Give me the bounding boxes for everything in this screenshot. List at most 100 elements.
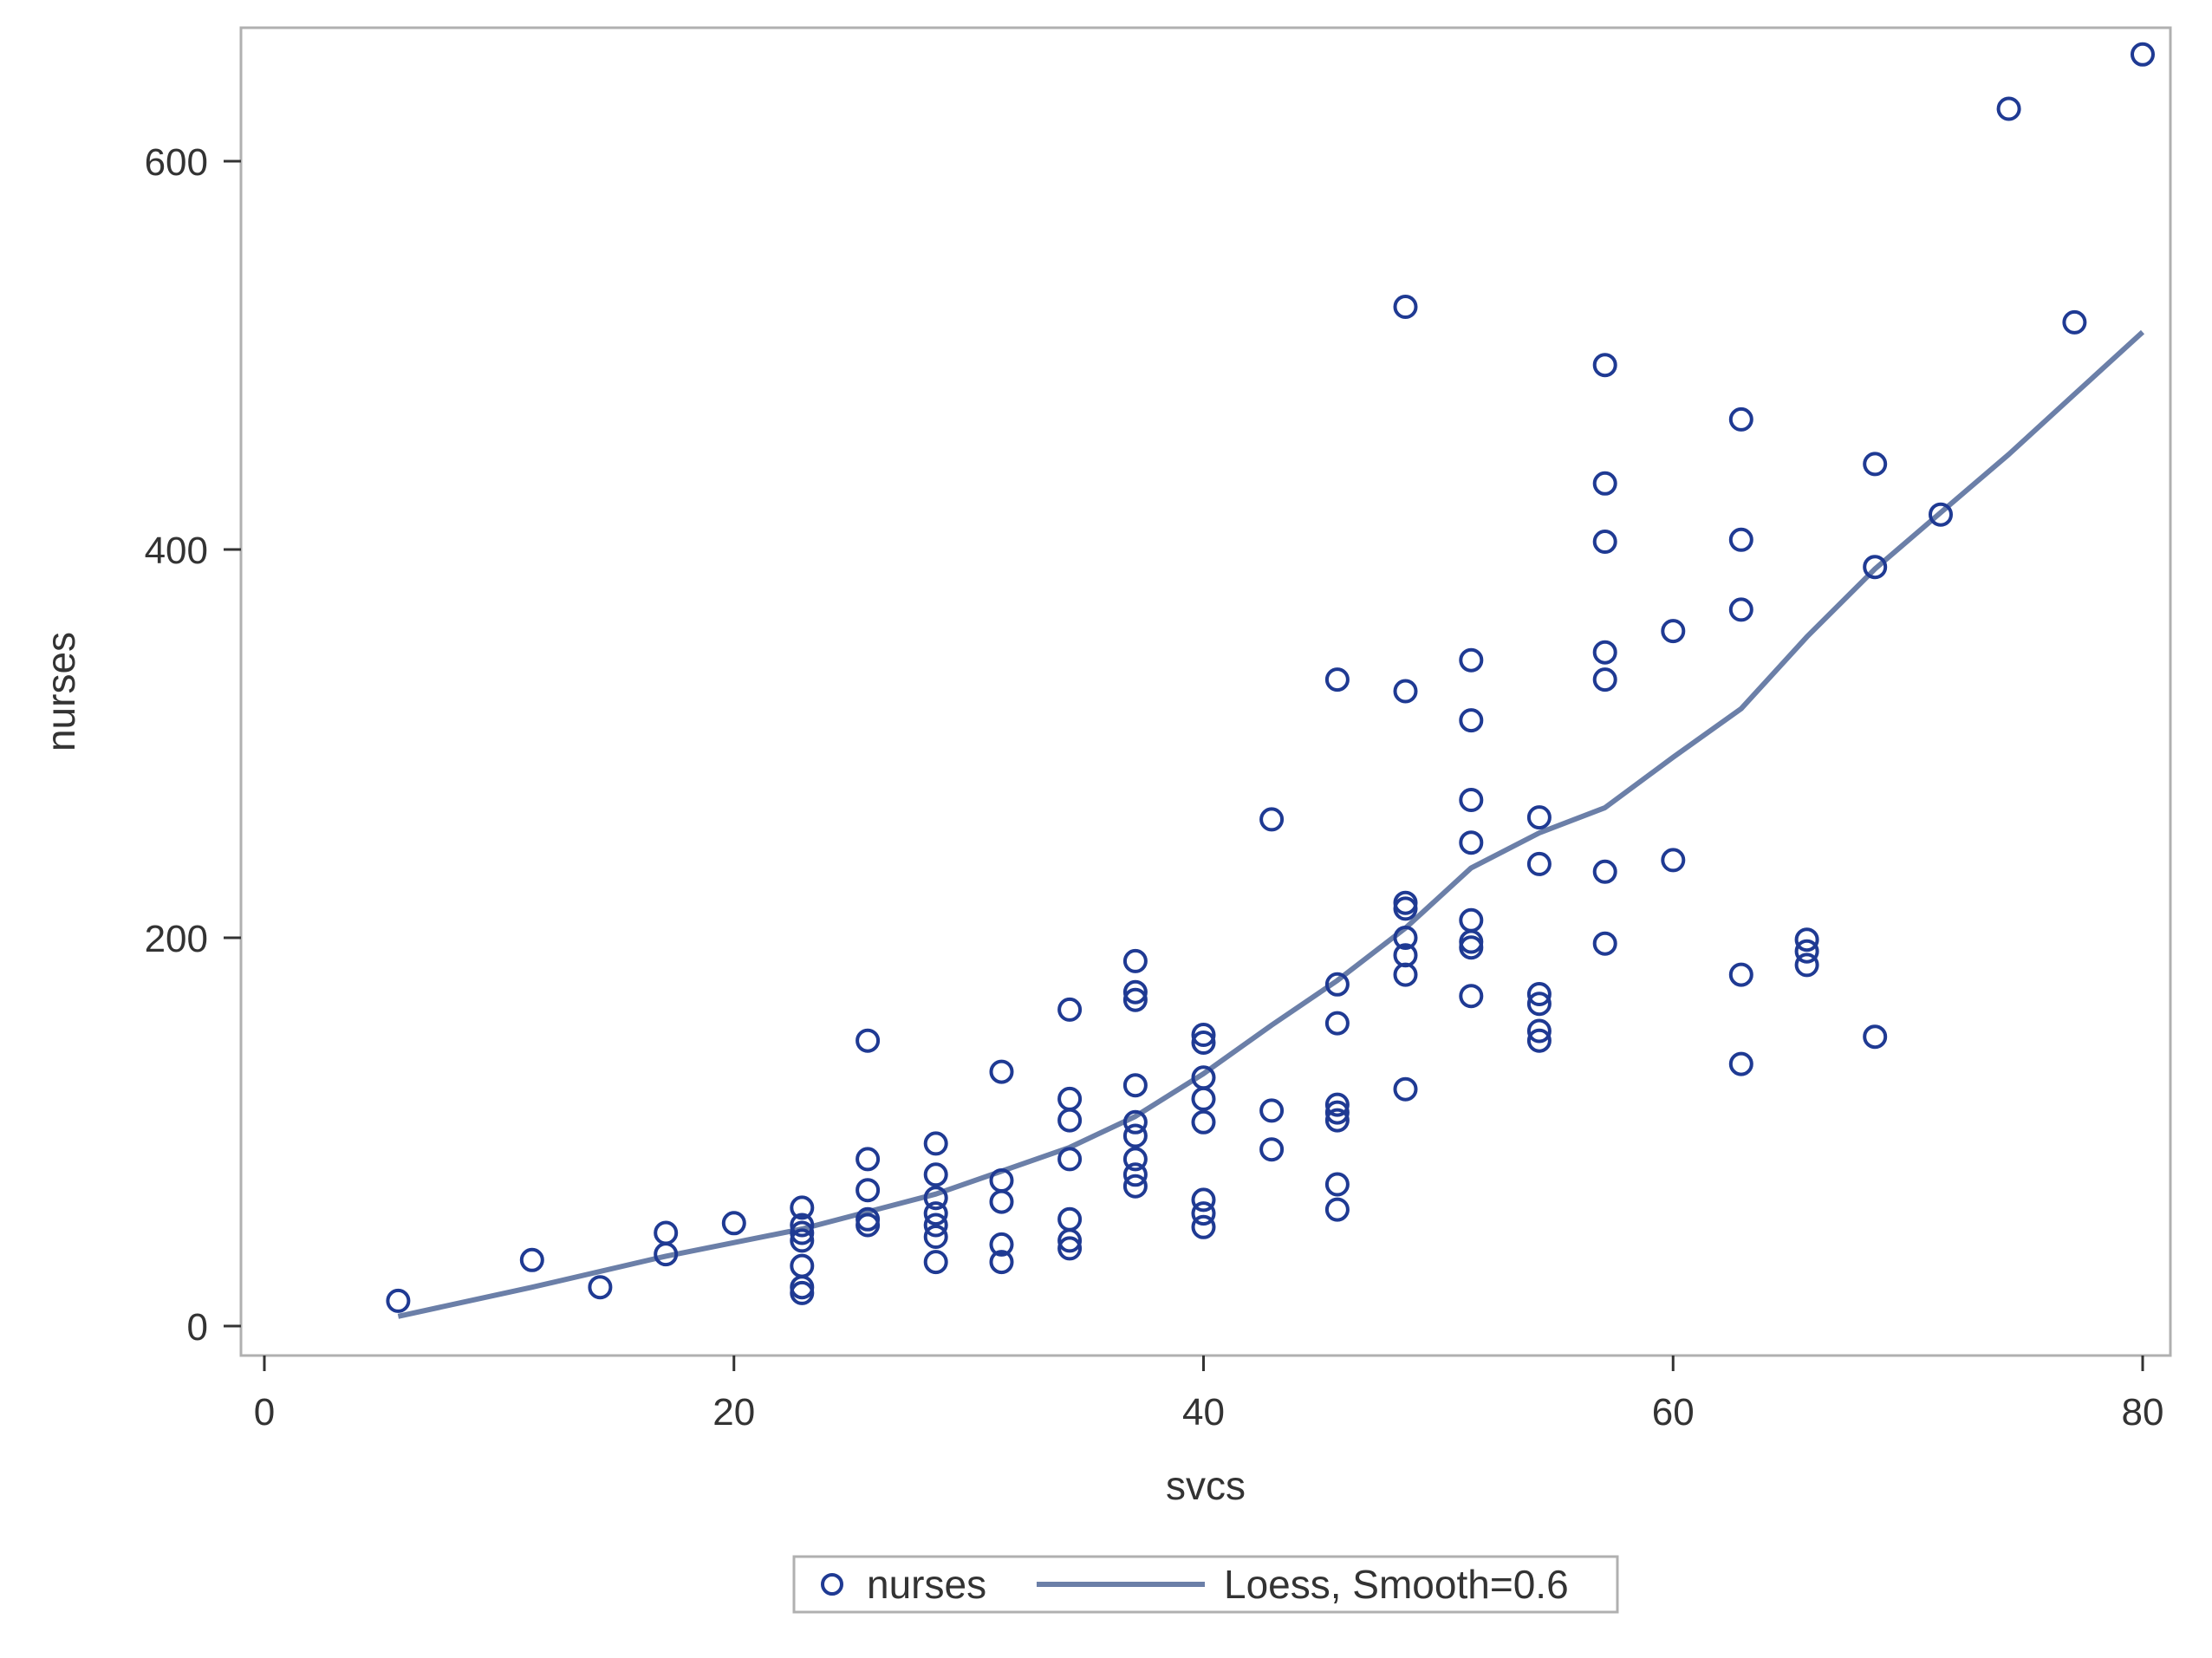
data-point (519, 1247, 544, 1272)
data-point (1592, 353, 1617, 378)
data-point (1122, 987, 1148, 1012)
data-point (1526, 851, 1552, 876)
data-point (1057, 1236, 1083, 1261)
data-point (1393, 896, 1418, 921)
data-point (1728, 1051, 1753, 1076)
data-point (790, 1280, 815, 1305)
data-point (1122, 1174, 1148, 1199)
data-point (1728, 527, 1753, 552)
data-point (1592, 471, 1617, 496)
data-point (790, 1220, 815, 1245)
data-point (1459, 984, 1484, 1009)
data-point (923, 1250, 948, 1275)
x-tick-label: 40 (1182, 1391, 1225, 1434)
data-point (1191, 1031, 1216, 1055)
loess-line (397, 329, 2145, 1319)
data-point (1057, 1147, 1083, 1172)
data-point (1728, 597, 1753, 622)
data-point (1393, 679, 1418, 704)
x-axis: 0 20 40 60 80 (254, 1354, 2164, 1434)
data-point (1122, 1123, 1148, 1148)
data-point (1459, 708, 1484, 733)
data-point (1863, 1024, 1888, 1050)
data-point (923, 1225, 948, 1249)
data-point (654, 1242, 679, 1267)
data-point (1592, 931, 1617, 956)
data-point (1592, 859, 1617, 884)
data-point (1863, 452, 1888, 477)
data-point (989, 1059, 1014, 1084)
data-point (1728, 962, 1753, 987)
data-point (1057, 1108, 1083, 1133)
data-point (989, 1189, 1014, 1214)
data-point (989, 1250, 1014, 1275)
plot-frame (239, 26, 2172, 1357)
data-point (923, 1201, 948, 1226)
data-point (1324, 1100, 1350, 1125)
x-tick-label: 60 (1652, 1391, 1695, 1434)
data-point (1794, 939, 1819, 964)
data-point (1324, 667, 1350, 692)
data-point (856, 1147, 881, 1172)
legend-box (792, 1555, 1619, 1614)
data-point (1393, 926, 1418, 950)
data-point (1526, 992, 1552, 1017)
data-point (2062, 309, 2087, 335)
data-point (1526, 1018, 1552, 1044)
data-point (1324, 1092, 1350, 1117)
data-point (790, 1195, 815, 1220)
data-point (1592, 530, 1617, 554)
data-point (1592, 640, 1617, 665)
data-point (1324, 1011, 1350, 1036)
data-point (923, 1131, 948, 1156)
data-point (1057, 1228, 1083, 1253)
y-tick-label: 400 (145, 530, 208, 572)
data-point (1459, 647, 1484, 673)
data-point (1393, 962, 1418, 987)
data-point (1661, 619, 1686, 644)
y-axis-title: nurses (38, 632, 83, 751)
data-point (1122, 948, 1148, 973)
y-tick-label: 600 (145, 141, 208, 184)
x-tick-label: 20 (712, 1391, 755, 1434)
data-point (386, 1288, 411, 1313)
data-point (1794, 953, 1819, 978)
loess-layer (397, 329, 2145, 1319)
x-tick-label: 80 (2122, 1391, 2164, 1434)
data-point (856, 1178, 881, 1203)
data-point (1122, 1147, 1148, 1172)
data-point (856, 1028, 881, 1053)
data-point (2131, 42, 2155, 67)
data-point (1122, 979, 1148, 1005)
data-point (1324, 972, 1350, 997)
data-point (1728, 406, 1753, 432)
x-axis-title: svcs (1166, 1463, 1246, 1508)
data-point (1122, 1162, 1148, 1187)
data-point (1794, 927, 1819, 953)
data-point (588, 1275, 613, 1300)
data-point (1592, 667, 1617, 692)
x-tick-label: 0 (254, 1391, 275, 1434)
data-point (1996, 96, 2021, 121)
y-tick-label: 0 (187, 1306, 208, 1349)
legend: nurses Loess, Smooth=0.6 (792, 1555, 1619, 1614)
data-point (1393, 295, 1418, 319)
data-point (790, 1228, 815, 1253)
data-point (1526, 1028, 1552, 1053)
data-point (1191, 1086, 1216, 1111)
data-point (790, 1213, 815, 1238)
points-layer (386, 42, 2155, 1313)
data-point (1324, 1197, 1350, 1222)
legend-nurses-label: nurses (867, 1562, 986, 1607)
y-axis: 0 200 400 600 (145, 141, 243, 1349)
data-point (1526, 805, 1552, 830)
data-point (1459, 935, 1484, 960)
data-point (1191, 1201, 1216, 1226)
data-point (923, 1162, 948, 1187)
data-point (1526, 982, 1552, 1006)
data-point (1191, 1187, 1216, 1213)
data-point (1324, 1172, 1350, 1197)
data-point (1459, 788, 1484, 812)
